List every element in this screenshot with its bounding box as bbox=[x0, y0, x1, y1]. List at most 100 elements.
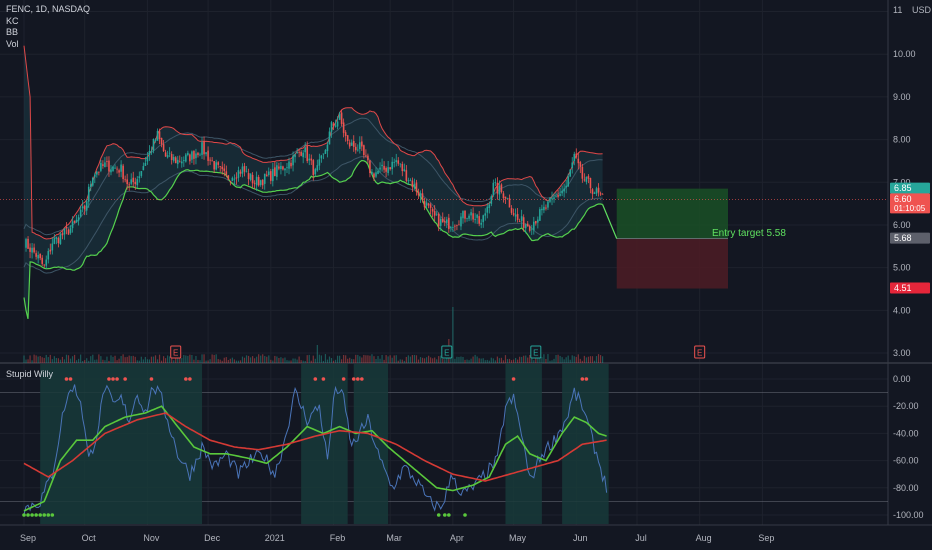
volume-bar bbox=[150, 356, 153, 363]
indicator-bb[interactable]: BB bbox=[6, 27, 19, 37]
volume-bar bbox=[27, 359, 29, 363]
price-axis[interactable]: USD 11 10.00 9.00 8.00 7.00 6.00 5.00 4.00 3.00 bbox=[893, 5, 932, 358]
volume-bar bbox=[488, 360, 490, 363]
volume-bar bbox=[436, 359, 438, 363]
volume-bar bbox=[256, 356, 258, 363]
candle-body bbox=[81, 206, 84, 209]
top-marker bbox=[111, 377, 115, 381]
volume-bar bbox=[124, 357, 126, 363]
candle-body bbox=[565, 185, 567, 188]
candle-body bbox=[229, 180, 232, 182]
candle-body bbox=[140, 171, 143, 176]
candle-body bbox=[535, 220, 537, 224]
oscillator-legend[interactable]: Stupid Willy bbox=[6, 369, 54, 379]
volume-bar bbox=[94, 359, 96, 363]
candle-body bbox=[541, 208, 543, 211]
candle-body bbox=[300, 151, 302, 156]
candle-body bbox=[359, 142, 361, 150]
candle-body bbox=[96, 171, 98, 175]
price-tick-label: 4.00 bbox=[893, 305, 911, 315]
volume-bar bbox=[440, 355, 442, 363]
volume-bar bbox=[480, 358, 482, 363]
candle-body bbox=[197, 152, 199, 156]
volume-bar bbox=[158, 354, 161, 363]
volume-bar bbox=[96, 359, 98, 363]
top-marker bbox=[341, 377, 346, 381]
candle-body bbox=[132, 177, 135, 183]
volume-bar bbox=[347, 358, 349, 363]
target-zone[interactable] bbox=[616, 188, 729, 239]
volume-bar bbox=[225, 357, 227, 363]
candle-body bbox=[71, 221, 74, 229]
volume-bar bbox=[61, 356, 64, 363]
price-tick-label: 5.00 bbox=[893, 263, 911, 273]
indicator-vol[interactable]: Vol bbox=[6, 38, 19, 49]
volume-bar bbox=[575, 356, 577, 363]
volume-bar bbox=[80, 354, 82, 363]
volume-bar bbox=[345, 355, 347, 363]
candle-body bbox=[587, 176, 590, 179]
earnings-badge[interactable] bbox=[694, 345, 706, 359]
volume-bar bbox=[140, 356, 142, 363]
candle-body bbox=[278, 166, 280, 169]
stop-zone[interactable] bbox=[616, 238, 729, 289]
candle-body bbox=[361, 141, 363, 147]
volume-bar bbox=[529, 354, 531, 363]
trade-annotation[interactable]: Entry target 5.58 bbox=[712, 228, 786, 239]
candle-body bbox=[89, 184, 92, 187]
candle-body bbox=[207, 150, 209, 161]
volume-bar bbox=[205, 360, 207, 363]
time-axis[interactable]: Sep Oct Nov Dec 2021 Feb Mar Apr May Jun Jul Aug Sep bbox=[20, 533, 774, 543]
volume-bar bbox=[63, 359, 66, 363]
volume-bar bbox=[162, 356, 165, 363]
bottom-marker bbox=[34, 513, 38, 517]
oscillator-axis[interactable]: 0.00 -20.00 -40.00 -60.00 -80.00 -100.00 bbox=[893, 374, 924, 520]
candle-body bbox=[344, 132, 347, 136]
earnings-badge[interactable] bbox=[170, 345, 182, 359]
candle-body bbox=[599, 193, 602, 195]
candle-body bbox=[170, 153, 173, 161]
candles bbox=[25, 109, 604, 269]
price-badge-label: 6.85 bbox=[894, 183, 912, 193]
trade-zones[interactable] bbox=[616, 188, 729, 289]
symbol-title[interactable]: FENC, 1D, NASDAQ bbox=[6, 4, 91, 14]
candle-body bbox=[516, 213, 519, 220]
volume-bar bbox=[203, 354, 205, 363]
highlight-range bbox=[301, 364, 348, 524]
candle-body bbox=[120, 164, 122, 172]
volume-bar bbox=[336, 355, 339, 363]
candle-body bbox=[579, 162, 582, 167]
volume-bar bbox=[193, 359, 195, 363]
candle-body bbox=[520, 216, 523, 221]
candle-body bbox=[328, 131, 331, 145]
volume-bar bbox=[112, 356, 114, 363]
candle-body bbox=[502, 193, 505, 199]
volume-bar bbox=[215, 354, 217, 363]
candle-body bbox=[425, 202, 428, 206]
candle-body bbox=[209, 159, 211, 161]
top-marker bbox=[188, 377, 192, 381]
top-marker bbox=[184, 377, 188, 381]
candle-body bbox=[316, 165, 319, 171]
volume-bar bbox=[492, 358, 494, 363]
top-marker bbox=[584, 377, 589, 381]
volume-bar bbox=[175, 354, 177, 363]
osc-tick-label: -40.00 bbox=[893, 428, 919, 438]
volume-bar bbox=[243, 357, 246, 363]
volume-bar bbox=[359, 356, 361, 363]
volume-bar bbox=[104, 360, 106, 363]
candle-body bbox=[128, 184, 130, 186]
volume-bar bbox=[476, 356, 478, 363]
candle-body bbox=[462, 211, 464, 219]
candle-body bbox=[185, 154, 187, 162]
candle-body bbox=[435, 213, 438, 215]
earnings-badge[interactable] bbox=[530, 345, 542, 359]
indicator-kc[interactable]: KC bbox=[6, 15, 19, 26]
candle-body bbox=[259, 180, 262, 185]
top-marker bbox=[511, 377, 516, 381]
earnings-badge[interactable] bbox=[441, 345, 453, 359]
volume-bar bbox=[231, 357, 233, 363]
candle-body bbox=[148, 151, 151, 156]
